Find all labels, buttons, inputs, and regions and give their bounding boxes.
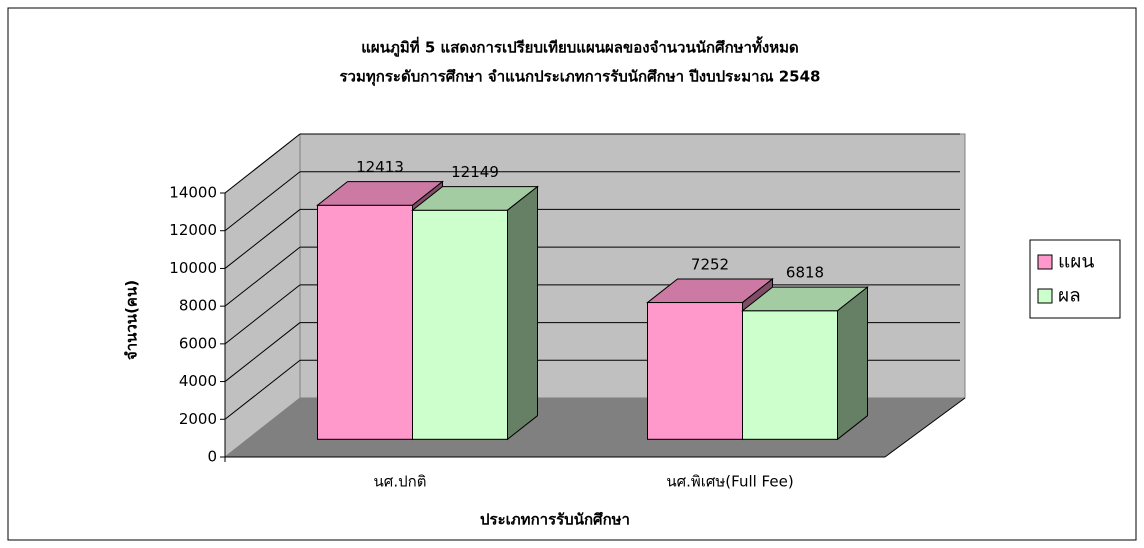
value-label: 12413 <box>356 158 404 176</box>
y-axis-title: จำนวน(คน) <box>123 280 141 360</box>
grid-line <box>224 133 301 194</box>
grid-line <box>224 359 301 420</box>
y-tick-label: 4000 <box>179 372 217 390</box>
floor-edge <box>884 397 966 458</box>
x-axis-title: ประเภทการรับนักศึกษา <box>480 511 630 529</box>
grid-line <box>224 209 301 269</box>
value-label: 7252 <box>691 255 729 273</box>
grid-line <box>224 171 301 232</box>
legend-label: ผล <box>1058 285 1081 307</box>
y-tick-label: 6000 <box>179 334 217 352</box>
legend-swatch <box>1037 254 1053 270</box>
grid-line <box>224 322 301 382</box>
bar <box>742 310 838 440</box>
chart-subtitle: รวมทุกระดับการศึกษา จำแนกประเภทการรับนัก… <box>340 68 821 87</box>
legend-label: แผน <box>1058 251 1094 273</box>
bar-side <box>507 185 538 441</box>
y-tick-label: 14000 <box>169 184 217 202</box>
chart-title: แผนภูมิที่ 5 แสดงการเปรียบเทียบแผนผลของจ… <box>361 36 798 58</box>
bar <box>412 209 508 440</box>
bar <box>317 204 413 440</box>
x-tick-label: นศ.ปกติ <box>374 473 427 491</box>
legend-box <box>1029 239 1121 319</box>
y-tick-label: 8000 <box>179 297 217 315</box>
bar-side <box>837 286 868 441</box>
y-tick-label: 2000 <box>179 410 217 428</box>
grid-line <box>224 246 301 307</box>
bar <box>647 302 743 440</box>
x-tick-label: นศ.พิเศษ(Full Fee) <box>666 473 793 491</box>
y-tick-label: 0 <box>207 448 217 466</box>
grid-line <box>224 284 301 345</box>
y-tick-label: 10000 <box>169 259 217 277</box>
value-label: 6818 <box>786 264 824 282</box>
legend-swatch <box>1037 288 1053 304</box>
value-label: 12149 <box>451 163 499 181</box>
y-tick-label: 12000 <box>169 221 217 239</box>
